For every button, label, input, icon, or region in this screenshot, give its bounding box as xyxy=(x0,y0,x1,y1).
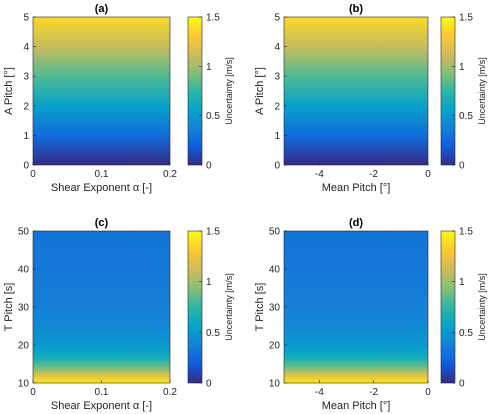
x-tick-label: -4 xyxy=(315,169,324,180)
panel-title: (b) xyxy=(349,3,363,15)
y-tick-label: 10 xyxy=(269,379,281,390)
colorbar-tick-label: 1 xyxy=(206,277,212,288)
x-tick-label: 0 xyxy=(30,169,36,180)
y-tick-label: 5 xyxy=(274,13,280,24)
x-tick-label: 0.2 xyxy=(163,169,177,180)
panel-title: (c) xyxy=(95,217,109,229)
colorbar-box xyxy=(440,16,456,166)
y-tick-label: 20 xyxy=(269,341,281,352)
x-tick-label: 0 xyxy=(425,387,431,398)
heatmap-1 xyxy=(33,17,170,165)
colorbar xyxy=(441,17,455,165)
y-tick-label: 2 xyxy=(23,101,29,112)
y-axis-label: A Pitch [°] xyxy=(254,67,266,115)
y-tick-label: 40 xyxy=(269,265,281,276)
x-tick-label: 0.1 xyxy=(95,387,109,398)
colorbar-tick-label: 1 xyxy=(459,62,465,73)
colorbar-tick-label: 1 xyxy=(459,277,465,288)
panel-title: (a) xyxy=(95,3,109,15)
colorbar-tick-label: 0.5 xyxy=(459,328,473,339)
y-tick-label: 4 xyxy=(274,42,280,53)
heatmap-4 xyxy=(284,231,428,383)
axes-box xyxy=(283,16,429,166)
colorbar-tick-label: 1.5 xyxy=(459,13,473,24)
x-tick-label: -2 xyxy=(369,169,378,180)
x-axis-label: Shear Exponent α [-] xyxy=(51,400,152,412)
colorbar-tick-label: 1.5 xyxy=(206,13,220,24)
heatmap-3 xyxy=(33,231,170,383)
y-tick-label: 40 xyxy=(18,265,30,276)
colorbar xyxy=(441,231,455,383)
x-tick-label: 0.1 xyxy=(95,169,109,180)
y-tick-label: 10 xyxy=(18,379,30,390)
y-tick-label: 5 xyxy=(23,13,29,24)
y-tick-label: 20 xyxy=(18,341,30,352)
y-tick-label: 3 xyxy=(274,72,280,83)
colorbar-label: Uncertainty [m/s] xyxy=(224,273,234,341)
y-tick-label: 30 xyxy=(269,303,281,314)
colorbar-box xyxy=(187,16,203,166)
y-axis-label: A Pitch [°] xyxy=(3,67,15,115)
x-axis-label: Shear Exponent α [-] xyxy=(51,182,152,194)
y-tick-label: 30 xyxy=(18,303,30,314)
y-tick-label: 1 xyxy=(23,131,29,142)
y-tick-label: 2 xyxy=(274,101,280,112)
colorbar-tick-label: 0 xyxy=(206,161,212,172)
y-tick-label: 3 xyxy=(23,72,29,83)
colorbar-tick-label: 0.5 xyxy=(206,328,220,339)
colorbar xyxy=(188,231,202,383)
colorbar-box xyxy=(187,230,203,384)
colorbar-tick-label: 1 xyxy=(206,62,212,73)
colorbar-tick-label: 0 xyxy=(206,379,212,390)
colorbar-tick-label: 0.5 xyxy=(459,111,473,122)
colorbar-tick-label: 0 xyxy=(459,161,465,172)
colorbar-label: Uncertainty [m/s] xyxy=(477,57,487,125)
y-axis-label: T Pitch [s] xyxy=(254,283,266,332)
colorbar xyxy=(188,17,202,165)
colorbar-tick-label: 0 xyxy=(459,379,465,390)
x-tick-label: 0 xyxy=(30,387,36,398)
y-tick-label: 50 xyxy=(269,227,281,238)
x-tick-label: -4 xyxy=(315,387,324,398)
x-tick-label: 0.2 xyxy=(163,387,177,398)
y-tick-label: 50 xyxy=(18,227,30,238)
y-tick-label: 1 xyxy=(274,131,280,142)
panel-title: (d) xyxy=(349,217,363,229)
y-tick-label: 0 xyxy=(23,161,29,172)
y-axis-label: T Pitch [s] xyxy=(3,283,15,332)
x-axis-label: Mean Pitch [°] xyxy=(322,400,391,412)
colorbar-tick-label: 1.5 xyxy=(459,227,473,238)
colorbar-label: Uncertainty [m/s] xyxy=(224,57,234,125)
colorbar-box xyxy=(440,230,456,384)
colorbar-tick-label: 1.5 xyxy=(206,227,220,238)
x-tick-label: -2 xyxy=(369,387,378,398)
x-tick-label: 0 xyxy=(425,169,431,180)
x-axis-label: Mean Pitch [°] xyxy=(322,182,391,194)
heatmap-2 xyxy=(284,17,428,165)
colorbar-label: Uncertainty [m/s] xyxy=(477,273,487,341)
colorbar-tick-label: 0.5 xyxy=(206,111,220,122)
y-tick-label: 0 xyxy=(274,161,280,172)
y-tick-label: 4 xyxy=(23,42,29,53)
